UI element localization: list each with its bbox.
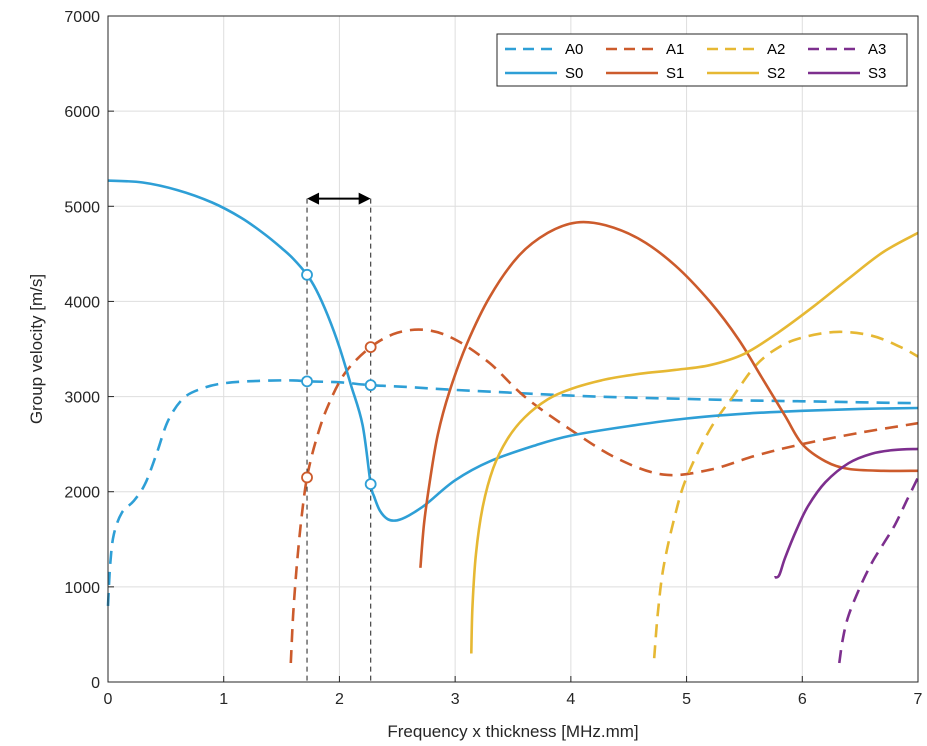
x-tick-label: 3 (451, 691, 460, 708)
legend-label-s2: S2 (767, 65, 785, 82)
y-tick-label: 7000 (64, 9, 100, 26)
series-s2-line (470, 231, 919, 654)
arrowhead-right (358, 192, 371, 205)
legend-label-a3: A3 (868, 41, 886, 58)
legend-label-s3: S3 (868, 65, 886, 82)
series-a0-line (106, 379, 919, 606)
intersection-marker (301, 268, 313, 281)
y-tick-label: 0 (91, 675, 100, 692)
legend-box (496, 33, 908, 87)
intersection-marker (364, 379, 377, 392)
legend-label-a0: A0 (565, 41, 583, 58)
y-axis-label: Group velocity [m/s] (27, 274, 46, 424)
legend-label-a1: A1 (666, 41, 684, 58)
series-s0-line (107, 179, 919, 522)
intersection-marker (364, 478, 377, 491)
series-s3-line (774, 447, 919, 579)
y-tick-label: 3000 (64, 390, 100, 407)
series-a2-line (652, 330, 919, 659)
x-tick-label: 1 (219, 691, 228, 708)
x-tick-label: 0 (104, 691, 113, 708)
series-s1-line (419, 220, 919, 568)
annotation-layer (301, 192, 377, 682)
x-axis-label: Frequency x thickness [MHz.mm] (387, 722, 638, 741)
y-tick-label: 1000 (64, 580, 100, 597)
tick-labels: 0 1 2 3 4 5 6 7 0 1000 2000 3000 4000 5000 6000 7000 (64, 9, 922, 708)
x-tick-label: 4 (566, 691, 575, 708)
intersection-marker (364, 341, 377, 353)
series-a3-line (838, 476, 920, 664)
plot-frame (107, 15, 919, 683)
x-tick-label: 6 (798, 691, 807, 708)
x-tick-label: 7 (914, 691, 923, 708)
y-tick-label: 2000 (64, 485, 100, 502)
intersection-marker (301, 471, 313, 484)
legend: A0 A1 A2 A3 S0 S1 S2 S3 (496, 33, 908, 87)
series-a1-line (289, 328, 919, 664)
y-tick-label: 6000 (64, 104, 100, 121)
y-tick-label: 5000 (64, 199, 100, 216)
x-tick-label: 5 (682, 691, 691, 708)
legend-label-a2: A2 (767, 41, 785, 58)
intersection-marker (301, 375, 313, 388)
plot-background (108, 16, 918, 682)
grid-lines (107, 15, 919, 683)
legend-label-s1: S1 (666, 65, 684, 82)
arrowhead-left (307, 192, 320, 205)
x-tick-label: 2 (335, 691, 344, 708)
legend-label-s0: S0 (565, 65, 583, 82)
y-tick-label: 4000 (64, 294, 100, 311)
series-layer (106, 179, 920, 664)
